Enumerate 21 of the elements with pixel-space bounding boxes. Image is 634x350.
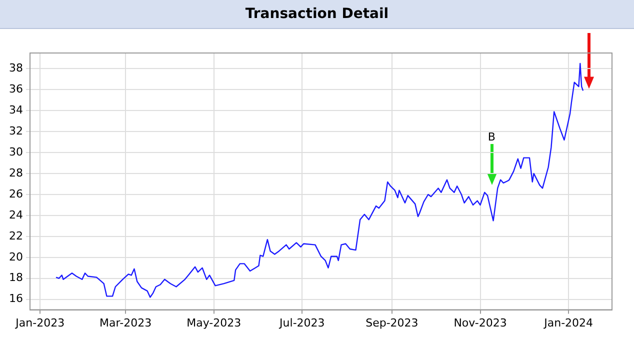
y-tick-label: 36 (8, 82, 23, 96)
chart-title: Transaction Detail (0, 0, 634, 29)
x-tick-label: May-2023 (186, 316, 242, 330)
y-tick-label: 18 (8, 271, 23, 284)
x-tick-label: Sep-2023 (366, 316, 418, 330)
annotation: B (488, 130, 496, 144)
y-tick-label: 32 (8, 124, 23, 138)
y-tick-label: 22 (8, 229, 23, 242)
y-tick-label: 38 (8, 62, 23, 75)
x-tick-label: Jul-2023 (278, 316, 325, 330)
y-tick-label: 26 (8, 187, 23, 200)
x-tick-label: Mar-2023 (100, 316, 152, 330)
y-tick-label: 28 (8, 166, 23, 180)
y-tick-label: 24 (8, 208, 23, 222)
x-tick-label: Jan-2023 (14, 316, 65, 330)
x-tick-label: Nov-2023 (454, 316, 507, 330)
y-tick-label: 34 (8, 104, 23, 117)
y-tick-label: 20 (8, 250, 23, 264)
x-tick-label: Jan-2024 (543, 316, 594, 330)
y-tick-label: 16 (8, 292, 23, 306)
y-tick-label: 30 (8, 145, 23, 158)
